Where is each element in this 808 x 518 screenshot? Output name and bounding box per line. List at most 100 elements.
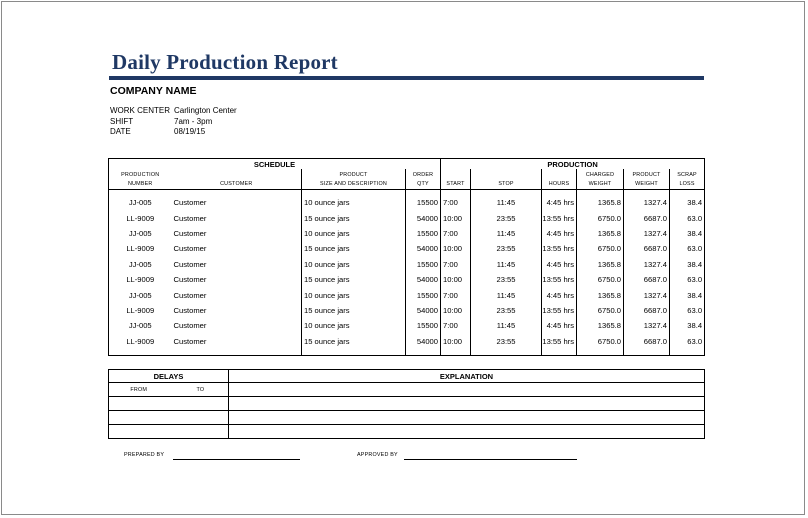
product-description-cell[interactable]: 10 ounce jars <box>301 256 406 272</box>
order-qty-cell[interactable]: 15500 <box>404 225 441 242</box>
production-number-cell[interactable]: LL-9009 <box>108 302 172 319</box>
stop-time-cell[interactable]: 23:55 <box>470 333 542 349</box>
product-description-cell[interactable]: 10 ounce jars <box>301 195 406 211</box>
order-qty-cell[interactable]: 54000 <box>404 333 441 349</box>
stop-time-cell[interactable]: 23:55 <box>470 241 542 257</box>
stop-time-cell[interactable]: 23:55 <box>470 271 542 288</box>
hours-cell[interactable]: 4:45 hrs <box>541 287 577 303</box>
customer-cell[interactable]: Customer <box>173 336 207 346</box>
delay-time-cell[interactable] <box>107 410 230 425</box>
product-description-cell[interactable]: 15 ounce jars <box>301 302 406 319</box>
charged-weight-cell[interactable]: 1365.8 <box>576 195 624 211</box>
order-qty-cell[interactable]: 15500 <box>404 256 441 272</box>
stop-time-cell[interactable]: 11:45 <box>470 287 542 303</box>
production-number-cell[interactable]: JJ-005 <box>108 318 172 334</box>
stop-time-cell[interactable]: 11:45 <box>470 225 542 242</box>
scrap-loss-cell[interactable]: 63.0 <box>669 333 706 349</box>
start-time-cell[interactable]: 7:00 <box>440 318 471 334</box>
product-weight-cell[interactable]: 6687.0 <box>623 302 670 319</box>
charged-weight-cell[interactable]: 1365.8 <box>576 256 624 272</box>
stop-time-cell[interactable]: 23:55 <box>470 210 542 226</box>
delay-time-cell[interactable] <box>107 396 230 411</box>
product-weight-cell[interactable]: 1327.4 <box>623 225 670 242</box>
start-time-cell[interactable]: 7:00 <box>440 287 471 303</box>
scrap-loss-cell[interactable]: 38.4 <box>669 318 706 334</box>
charged-weight-cell[interactable]: 6750.0 <box>576 333 624 349</box>
delay-time-cell[interactable] <box>107 424 230 439</box>
approved-by-line[interactable] <box>404 459 577 460</box>
stop-time-cell[interactable]: 23:55 <box>470 302 542 319</box>
production-number-cell[interactable]: LL-9009 <box>108 333 172 349</box>
production-number-cell[interactable]: JJ-005 <box>108 225 172 242</box>
customer-cell[interactable]: Customer <box>173 259 207 269</box>
hours-cell[interactable]: 13:55 hrs <box>541 333 577 349</box>
product-weight-cell[interactable]: 6687.0 <box>623 241 670 257</box>
start-time-cell[interactable]: 10:00 <box>440 241 471 257</box>
hours-cell[interactable]: 13:55 hrs <box>541 210 577 226</box>
start-time-cell[interactable]: 7:00 <box>440 256 471 272</box>
scrap-loss-cell[interactable]: 38.4 <box>669 256 706 272</box>
charged-weight-cell[interactable]: 6750.0 <box>576 302 624 319</box>
production-number-cell[interactable]: LL-9009 <box>108 241 172 257</box>
customer-cell[interactable]: Customer <box>173 305 207 315</box>
product-weight-cell[interactable]: 1327.4 <box>623 287 670 303</box>
product-weight-cell[interactable]: 6687.0 <box>623 333 670 349</box>
customer-cell[interactable]: Customer <box>173 290 207 300</box>
hours-cell[interactable]: 4:45 hrs <box>541 318 577 334</box>
charged-weight-cell[interactable]: 1365.8 <box>576 318 624 334</box>
product-weight-cell[interactable]: 6687.0 <box>623 271 670 288</box>
start-time-cell[interactable]: 7:00 <box>440 195 471 211</box>
order-qty-cell[interactable]: 15500 <box>404 318 441 334</box>
production-number-cell[interactable]: LL-9009 <box>108 210 172 226</box>
order-qty-cell[interactable]: 54000 <box>404 241 441 257</box>
stop-time-cell[interactable]: 11:45 <box>470 256 542 272</box>
scrap-loss-cell[interactable]: 63.0 <box>669 210 706 226</box>
scrap-loss-cell[interactable]: 38.4 <box>669 225 706 242</box>
production-number-cell[interactable]: LL-9009 <box>108 271 172 288</box>
charged-weight-cell[interactable]: 1365.8 <box>576 225 624 242</box>
prepared-by-line[interactable] <box>173 459 300 460</box>
customer-cell[interactable]: Customer <box>173 198 207 208</box>
start-time-cell[interactable]: 10:00 <box>440 302 471 319</box>
order-qty-cell[interactable]: 54000 <box>404 271 441 288</box>
customer-cell[interactable]: Customer <box>173 213 207 223</box>
product-weight-cell[interactable]: 1327.4 <box>623 318 670 334</box>
charged-weight-cell[interactable]: 1365.8 <box>576 287 624 303</box>
stop-time-cell[interactable]: 11:45 <box>470 318 542 334</box>
hours-cell[interactable]: 13:55 hrs <box>541 302 577 319</box>
product-description-cell[interactable]: 15 ounce jars <box>301 210 406 226</box>
hours-cell[interactable]: 13:55 hrs <box>541 241 577 257</box>
scrap-loss-cell[interactable]: 63.0 <box>669 271 706 288</box>
scrap-loss-cell[interactable]: 38.4 <box>669 287 706 303</box>
order-qty-cell[interactable]: 15500 <box>404 195 441 211</box>
order-qty-cell[interactable]: 54000 <box>404 302 441 319</box>
product-weight-cell[interactable]: 1327.4 <box>623 195 670 211</box>
product-description-cell[interactable]: 15 ounce jars <box>301 271 406 288</box>
production-number-cell[interactable]: JJ-005 <box>108 195 172 211</box>
product-description-cell[interactable]: 15 ounce jars <box>301 333 406 349</box>
stop-time-cell[interactable]: 11:45 <box>470 195 542 211</box>
explanation-cell[interactable] <box>228 382 706 397</box>
customer-cell[interactable]: Customer <box>173 321 207 331</box>
order-qty-cell[interactable]: 54000 <box>404 210 441 226</box>
hours-cell[interactable]: 13:55 hrs <box>541 271 577 288</box>
product-description-cell[interactable]: 10 ounce jars <box>301 318 406 334</box>
customer-cell[interactable]: Customer <box>173 244 207 254</box>
start-time-cell[interactable]: 10:00 <box>440 210 471 226</box>
explanation-cell[interactable] <box>228 396 706 411</box>
hours-cell[interactable]: 4:45 hrs <box>541 256 577 272</box>
scrap-loss-cell[interactable]: 38.4 <box>669 195 706 211</box>
charged-weight-cell[interactable]: 6750.0 <box>576 271 624 288</box>
product-description-cell[interactable]: 10 ounce jars <box>301 287 406 303</box>
start-time-cell[interactable]: 7:00 <box>440 225 471 242</box>
customer-cell[interactable]: Customer <box>173 275 207 285</box>
charged-weight-cell[interactable]: 6750.0 <box>576 241 624 257</box>
explanation-cell[interactable] <box>228 424 706 439</box>
customer-cell[interactable]: Customer <box>173 228 207 238</box>
hours-cell[interactable]: 4:45 hrs <box>541 225 577 242</box>
product-weight-cell[interactable]: 6687.0 <box>623 210 670 226</box>
scrap-loss-cell[interactable]: 63.0 <box>669 302 706 319</box>
scrap-loss-cell[interactable]: 63.0 <box>669 241 706 257</box>
start-time-cell[interactable]: 10:00 <box>440 271 471 288</box>
product-description-cell[interactable]: 15 ounce jars <box>301 241 406 257</box>
